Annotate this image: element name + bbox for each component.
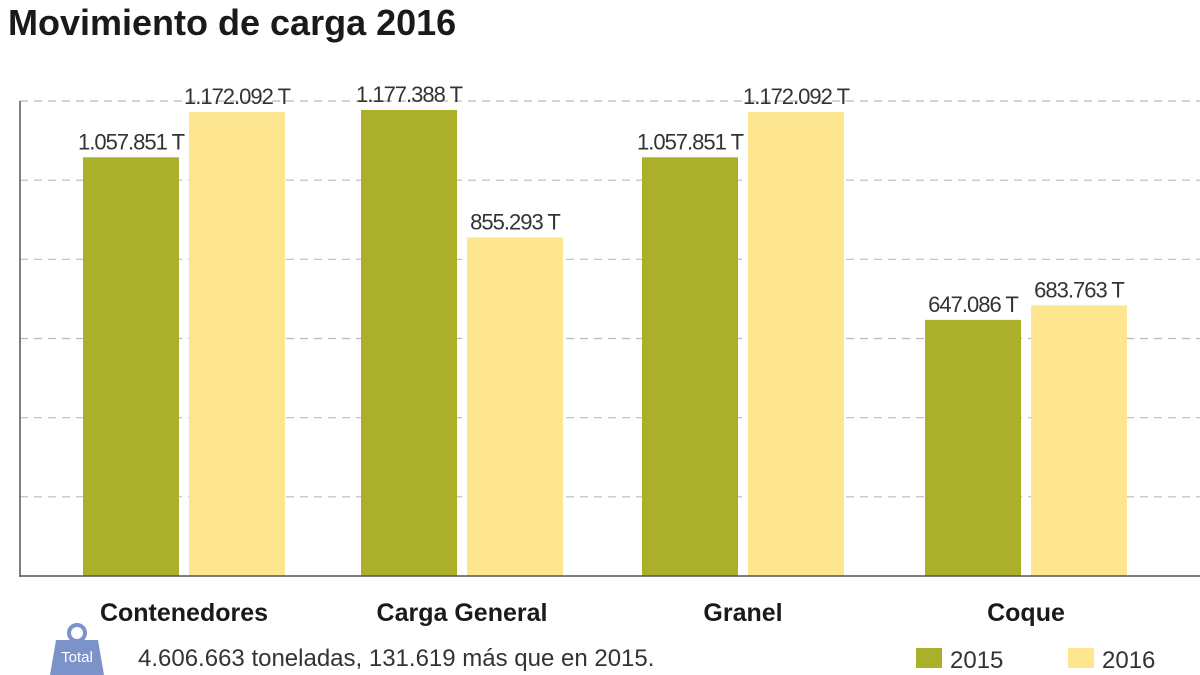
bar-2015 xyxy=(925,319,1021,576)
data-label: 1.057.851 T xyxy=(637,129,744,154)
data-label: 1.177.388 T xyxy=(356,82,463,107)
x-tick-label: Granel xyxy=(703,599,782,627)
bar-2016 xyxy=(189,112,285,577)
x-tick-label: Coque xyxy=(987,599,1065,627)
chart-title: Movimiento de carga 2016 xyxy=(8,2,457,43)
x-tick-label: Contenedores xyxy=(100,599,268,627)
legend-swatch-2016 xyxy=(1068,648,1094,668)
data-label: 683.763 T xyxy=(1034,277,1124,302)
data-label: 1.172.092 T xyxy=(743,84,850,109)
weight-icon-label: Total xyxy=(61,649,93,666)
bar-2016 xyxy=(1031,305,1127,576)
legend-label: 2015 xyxy=(950,647,1003,674)
data-label: 1.172.092 T xyxy=(184,84,291,109)
data-label: 855.293 T xyxy=(470,209,560,234)
bar-2015 xyxy=(642,157,738,576)
data-label: 1.057.851 T xyxy=(78,129,185,154)
weight-icon: Total xyxy=(50,623,104,675)
bar-2016 xyxy=(467,237,563,576)
data-label: 647.086 T xyxy=(928,292,1018,317)
footer-total-text: 4.606.663 toneladas, 131.619 más que en … xyxy=(138,645,654,672)
x-tick-label: Carga General xyxy=(377,599,548,627)
bar-2015 xyxy=(361,109,457,576)
legend-label: 2016 xyxy=(1102,647,1155,674)
legend-swatch-2015 xyxy=(916,648,942,668)
bar-2015 xyxy=(83,157,179,576)
bar-2016 xyxy=(748,112,844,577)
